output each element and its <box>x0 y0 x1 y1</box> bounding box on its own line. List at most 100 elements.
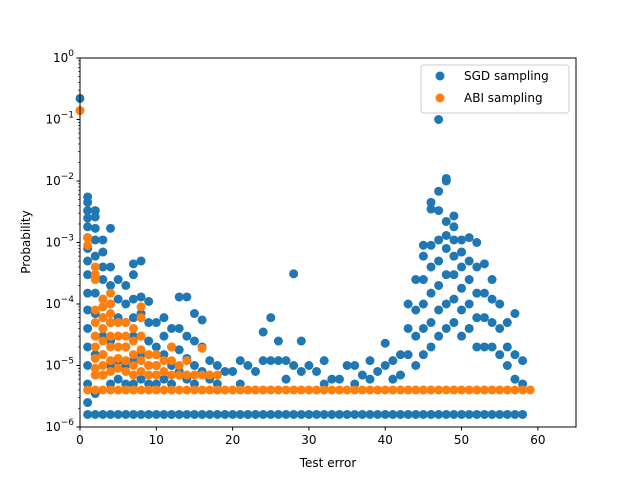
data-point <box>449 270 459 280</box>
data-point <box>90 331 100 341</box>
data-point <box>373 366 383 376</box>
data-point <box>472 238 482 247</box>
data-point <box>128 313 138 323</box>
data-point <box>121 318 131 328</box>
data-point <box>319 356 329 366</box>
data-point <box>90 262 100 272</box>
data-point <box>487 385 497 395</box>
data-point <box>197 370 207 380</box>
data-point <box>472 342 482 352</box>
data-point <box>159 374 169 384</box>
data-point <box>464 299 474 309</box>
data-point <box>106 309 116 319</box>
points-layer <box>75 93 535 419</box>
data-point <box>189 336 199 346</box>
data-point <box>418 323 428 333</box>
data-point <box>266 313 276 323</box>
data-point <box>510 309 520 319</box>
data-point <box>144 361 154 370</box>
data-point <box>174 385 184 395</box>
data-point <box>457 283 467 293</box>
data-point <box>350 361 360 370</box>
data-point <box>426 197 436 207</box>
data-point <box>128 270 138 280</box>
data-point <box>457 247 467 257</box>
data-point <box>128 336 138 346</box>
data-point <box>502 318 512 328</box>
data-point <box>205 356 215 366</box>
data-point <box>411 385 421 395</box>
data-point <box>312 366 322 376</box>
data-point <box>174 323 184 333</box>
data-point <box>319 409 329 419</box>
data-point <box>121 342 131 352</box>
data-point <box>205 370 215 380</box>
data-point <box>502 409 512 419</box>
data-point <box>365 385 375 395</box>
data-point <box>136 331 146 341</box>
data-point <box>281 374 291 384</box>
x-tick-label: 10 <box>149 433 164 447</box>
data-point <box>449 409 459 419</box>
data-point <box>113 385 123 395</box>
data-point <box>113 409 123 419</box>
data-point <box>98 302 108 312</box>
data-point <box>388 374 398 384</box>
data-point <box>441 409 451 419</box>
data-point <box>258 385 268 395</box>
data-point <box>411 331 421 341</box>
data-point <box>151 409 161 419</box>
data-point <box>365 409 375 419</box>
data-point <box>151 350 161 360</box>
data-point <box>106 409 116 419</box>
data-point <box>411 275 421 285</box>
data-point <box>136 302 146 312</box>
data-point <box>281 385 291 395</box>
data-point <box>388 356 398 366</box>
data-point <box>487 275 497 285</box>
data-point <box>289 385 299 395</box>
data-point <box>159 356 169 366</box>
data-point <box>174 345 184 355</box>
data-point <box>90 342 100 352</box>
data-point <box>144 296 154 306</box>
y-tick-label: 10−6 <box>45 418 74 434</box>
data-point <box>151 318 161 328</box>
data-point <box>235 409 245 419</box>
data-point <box>98 370 108 380</box>
data-point <box>518 385 528 395</box>
data-point <box>90 318 100 328</box>
data-point <box>113 363 123 373</box>
data-point <box>495 323 505 333</box>
data-point <box>90 353 100 363</box>
legend-marker <box>435 93 445 103</box>
data-point <box>350 409 360 419</box>
legend-box <box>420 64 570 114</box>
data-point <box>83 206 93 216</box>
data-point <box>312 385 322 395</box>
data-point <box>418 385 428 395</box>
data-point <box>251 385 261 395</box>
data-point <box>449 294 459 304</box>
data-point <box>189 409 199 419</box>
data-point <box>90 305 100 315</box>
data-point <box>136 356 146 366</box>
data-point <box>457 305 467 315</box>
data-point <box>502 361 512 370</box>
data-point <box>98 235 108 245</box>
data-point <box>90 275 100 285</box>
data-point <box>411 305 421 315</box>
data-point <box>228 385 238 395</box>
data-point <box>304 385 314 395</box>
data-point <box>98 313 108 323</box>
x-tick-label: 40 <box>378 433 393 447</box>
data-point <box>487 342 497 352</box>
y-tick-label: 10−4 <box>45 295 74 311</box>
legend-marker <box>435 71 445 81</box>
data-point <box>457 331 467 341</box>
data-point <box>113 374 123 384</box>
data-point <box>144 318 154 328</box>
data-point <box>464 385 474 395</box>
data-point <box>212 361 222 370</box>
data-point <box>434 305 444 315</box>
